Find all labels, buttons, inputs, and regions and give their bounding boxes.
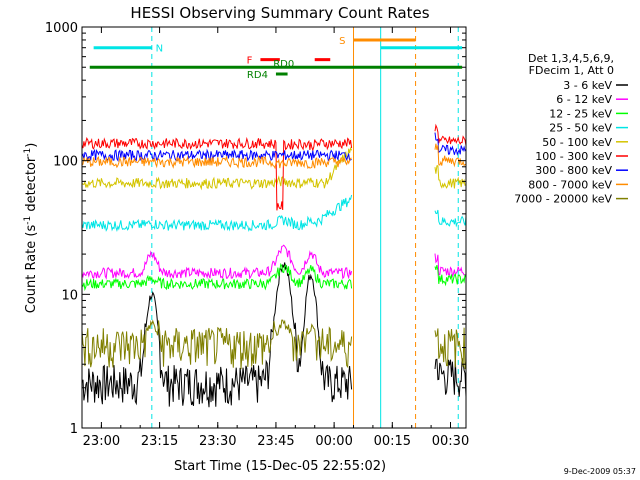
flag-label-1: F (247, 56, 253, 67)
legend-label-8: 7000 - 20000 keV (514, 193, 612, 206)
legend-label-0: 3 - 6 keV (563, 79, 612, 92)
y-axis-label: Count Rate (s-1 detector-1) (23, 143, 39, 314)
series-line-8 (82, 319, 466, 370)
flag-label-4: S (339, 36, 345, 47)
y-tick-label-0: 1 (70, 422, 78, 437)
legend-label-2: 12 - 25 keV (549, 107, 612, 120)
y-tick-label-3: 1000 (45, 21, 78, 36)
legend-label-4: 50 - 100 keV (542, 136, 612, 149)
chart-title: HESSI Observing Summary Count Rates (130, 4, 429, 22)
legend-label-5: 100 - 300 keV (535, 150, 612, 163)
series-line-0 (82, 262, 466, 408)
plot-frame (81, 26, 467, 429)
flag-label-2: RD0 (273, 59, 294, 70)
x-axis-label: Start Time (15-Dec-05 22:55:02) (174, 459, 386, 474)
x-tick-label-5: 00:15 (374, 434, 411, 449)
legend-header-0: Det 1,3,4,5,6,9, (528, 52, 614, 65)
y-tick-label-1: 10 (61, 288, 78, 303)
legend-header-1: FDecim 1, Att 0 (529, 64, 614, 77)
flag-label-3: RD4 (247, 70, 268, 81)
series-line-5 (82, 123, 466, 211)
flag-label-0: N (156, 44, 163, 55)
x-tick-label-3: 23:45 (257, 434, 294, 449)
timestamp-footer: 9-Dec-2009 05:37 (564, 467, 636, 476)
legend-label-7: 800 - 7000 keV (528, 178, 612, 191)
series-line-4 (82, 146, 466, 191)
y-axis: 1 10 100 1000 (45, 21, 466, 437)
legend-label-6: 300 - 800 keV (535, 164, 612, 177)
x-tick-label-4: 00:00 (315, 434, 352, 449)
x-tick-label-0: 23:00 (83, 434, 120, 449)
legend: Det 1,3,4,5,6,9,FDecim 1, Att 0 3 - 6 keV… (514, 52, 628, 206)
x-tick-label-6: 00:30 (432, 434, 469, 449)
x-tick-label-1: 23:15 (141, 434, 178, 449)
y-tick-label-2: 100 (53, 155, 78, 170)
series-line-3 (82, 194, 466, 232)
plot-area: N F RD0 RD4 S (82, 27, 466, 428)
x-axis: 23:00 23:15 23:30 23:45 00:00 00:15 00:30 (83, 27, 469, 449)
legend-label-3: 25 - 50 keV (549, 122, 612, 135)
series-line-2 (82, 262, 466, 292)
series-line-1 (82, 244, 466, 280)
legend-label-1: 6 - 12 keV (556, 93, 612, 106)
series-line-6 (82, 132, 466, 163)
x-tick-label-2: 23:30 (199, 434, 236, 449)
series-line-7 (82, 143, 466, 170)
